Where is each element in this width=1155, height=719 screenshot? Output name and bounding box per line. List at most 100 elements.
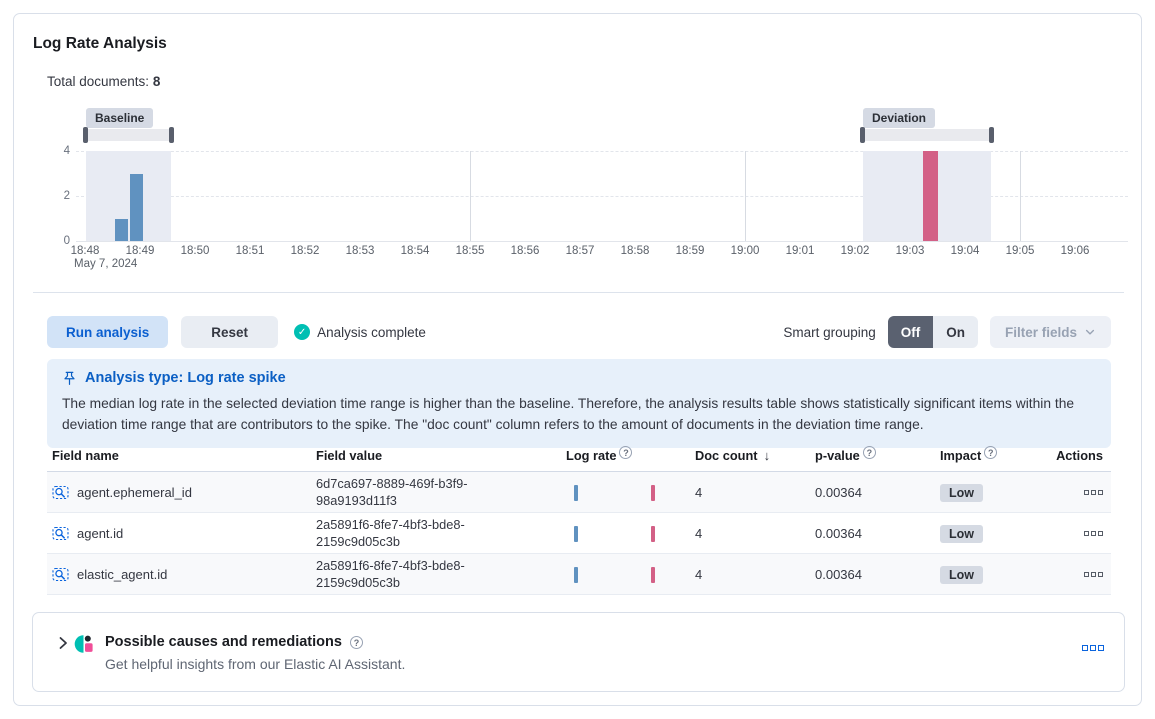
smart-grouping-label: Smart grouping <box>783 324 876 340</box>
smart-grouping-off-button[interactable]: Off <box>887 316 934 348</box>
x-tick-label: 18:57 <box>565 245 595 257</box>
panel-actions-button[interactable] <box>1082 645 1104 651</box>
deviation-brush-left-handle[interactable] <box>860 127 866 143</box>
deviation-bar <box>922 151 938 241</box>
doc-count-value: 4 <box>695 525 703 541</box>
chevron-down-icon <box>1085 329 1095 335</box>
y-tick-label: 4 <box>63 145 70 157</box>
callout-body: The median log rate in the selected devi… <box>62 396 1075 432</box>
y-tick-label: 2 <box>63 190 70 202</box>
x-tick-label: 18:50 <box>180 245 210 257</box>
field-filter-icon[interactable] <box>52 525 69 542</box>
doc-count-value: 4 <box>695 566 703 582</box>
field-name: elastic_agent.id <box>77 566 168 582</box>
baseline-mini-bar <box>574 485 578 501</box>
log-rate-mini-chart <box>566 554 691 594</box>
analysis-type-callout: Analysis type: Log rate spike The median… <box>47 359 1111 448</box>
gridline-y2 <box>76 196 1128 197</box>
field-filter-icon[interactable] <box>52 484 69 501</box>
smart-grouping-on-button[interactable]: On <box>933 316 978 348</box>
vertical-gridline <box>470 151 471 241</box>
deviation-mini-bar <box>651 567 655 583</box>
column-header-log-rate: Log rate? <box>566 446 691 471</box>
deviation-mini-bar <box>651 485 655 501</box>
filter-fields-label: Filter fields <box>1004 324 1077 340</box>
y-tick-label: 0 <box>63 235 70 247</box>
column-header-field-name: Field name <box>52 448 119 463</box>
deviation-brush[interactable] <box>860 127 994 143</box>
x-tick-label: 19:01 <box>785 245 815 257</box>
row-actions-button[interactable] <box>1084 530 1103 536</box>
analysis-status: ✓ Analysis complete <box>294 324 426 340</box>
total-documents: Total documents: 8 <box>47 74 160 89</box>
gridline-y4 <box>76 151 1128 152</box>
x-tick-label: 18:55 <box>455 245 485 257</box>
x-tick-label: 18:59 <box>675 245 705 257</box>
callout-title: Analysis type: Log rate spike <box>85 370 286 386</box>
controls-row: Run analysis Reset ✓ Analysis complete S… <box>47 316 1111 348</box>
impact-badge: Low <box>940 524 983 543</box>
analysis-status-text: Analysis complete <box>317 324 426 340</box>
vertical-gridline <box>1020 151 1021 241</box>
baseline-bar <box>114 218 128 241</box>
x-tick-label: 19:03 <box>895 245 925 257</box>
x-tick-label: 18:56 <box>510 245 540 257</box>
x-tick-label: 19:06 <box>1060 245 1090 257</box>
sort-descending-icon: ↓ <box>763 448 771 463</box>
x-tick-label: 18:53 <box>345 245 375 257</box>
row-actions-button[interactable] <box>1084 489 1103 495</box>
baseline-brush[interactable] <box>83 127 174 143</box>
analysis-results-table: Field name Field value Log rate? Doc cou… <box>47 446 1111 595</box>
field-value: 6d7ca697-8889-469f-b3f9-98a9193d11f3 <box>316 475 468 508</box>
x-tick-label: 19:04 <box>950 245 980 257</box>
p-value: 0.00364 <box>815 525 862 541</box>
help-question-icon: ? <box>349 635 363 649</box>
x-tick-label: 19:02 <box>840 245 870 257</box>
field-name: agent.ephemeral_id <box>77 484 192 500</box>
info-question-icon: ? <box>984 446 998 459</box>
table-header-row: Field name Field value Log rate? Doc cou… <box>47 446 1111 472</box>
p-value: 0.00364 <box>815 484 862 500</box>
run-analysis-button[interactable]: Run analysis <box>47 316 169 348</box>
baseline-badge: Baseline <box>86 108 154 128</box>
axis-date-label: May 7, 2024 <box>74 258 138 270</box>
table-body: agent.ephemeral_id 6d7ca697-8889-469f-b3… <box>47 472 1111 595</box>
filter-fields-button[interactable]: Filter fields <box>989 316 1111 348</box>
baseline-mini-bar <box>574 526 578 542</box>
impact-badge: Low <box>940 565 983 584</box>
row-actions-button[interactable] <box>1084 571 1103 577</box>
page-title: Log Rate Analysis <box>33 35 167 52</box>
doc-count-value: 4 <box>695 484 703 500</box>
info-question-icon: ? <box>619 446 633 459</box>
chevron-right-icon[interactable] <box>55 635 71 651</box>
deviation-mini-bar <box>651 526 655 542</box>
reset-button[interactable]: Reset <box>181 316 279 348</box>
vertical-gridline <box>745 151 746 241</box>
possible-causes-title-text: Possible causes and remediations <box>105 634 342 650</box>
table-row: agent.ephemeral_id 6d7ca697-8889-469f-b3… <box>47 472 1111 513</box>
baseline-region <box>86 151 171 241</box>
deviation-badge: Deviation <box>863 108 936 128</box>
column-header-actions: Actions <box>1056 448 1103 463</box>
x-tick-label: 18:54 <box>400 245 430 257</box>
x-tick-label: 19:05 <box>1005 245 1035 257</box>
column-header-p-value: p-value? <box>811 446 926 463</box>
x-tick-label: 18:51 <box>235 245 265 257</box>
field-filter-icon[interactable] <box>52 566 69 583</box>
baseline-brush-right-handle[interactable] <box>168 127 174 143</box>
elastic-ai-assistant-icon <box>74 635 93 653</box>
x-axis-line <box>76 241 1128 242</box>
info-question-icon: ? <box>862 446 876 459</box>
field-value: 2a5891f6-8fe7-4bf3-bde8-2159c9d05c3b <box>316 557 465 590</box>
deviation-brush-right-handle[interactable] <box>988 127 994 143</box>
smart-grouping-toggle: Off On <box>887 316 978 348</box>
x-tick-label: 18:49 <box>125 245 155 257</box>
column-header-doc-count[interactable]: Doc count ↓ <box>691 448 811 463</box>
baseline-bar <box>130 173 144 241</box>
log-rate-label: Log rate <box>566 448 617 463</box>
p-value-label: p-value <box>815 448 860 463</box>
divider <box>33 292 1124 293</box>
baseline-mini-bar <box>574 567 578 583</box>
baseline-brush-left-handle[interactable] <box>83 127 89 143</box>
log-rate-mini-chart <box>566 513 691 553</box>
